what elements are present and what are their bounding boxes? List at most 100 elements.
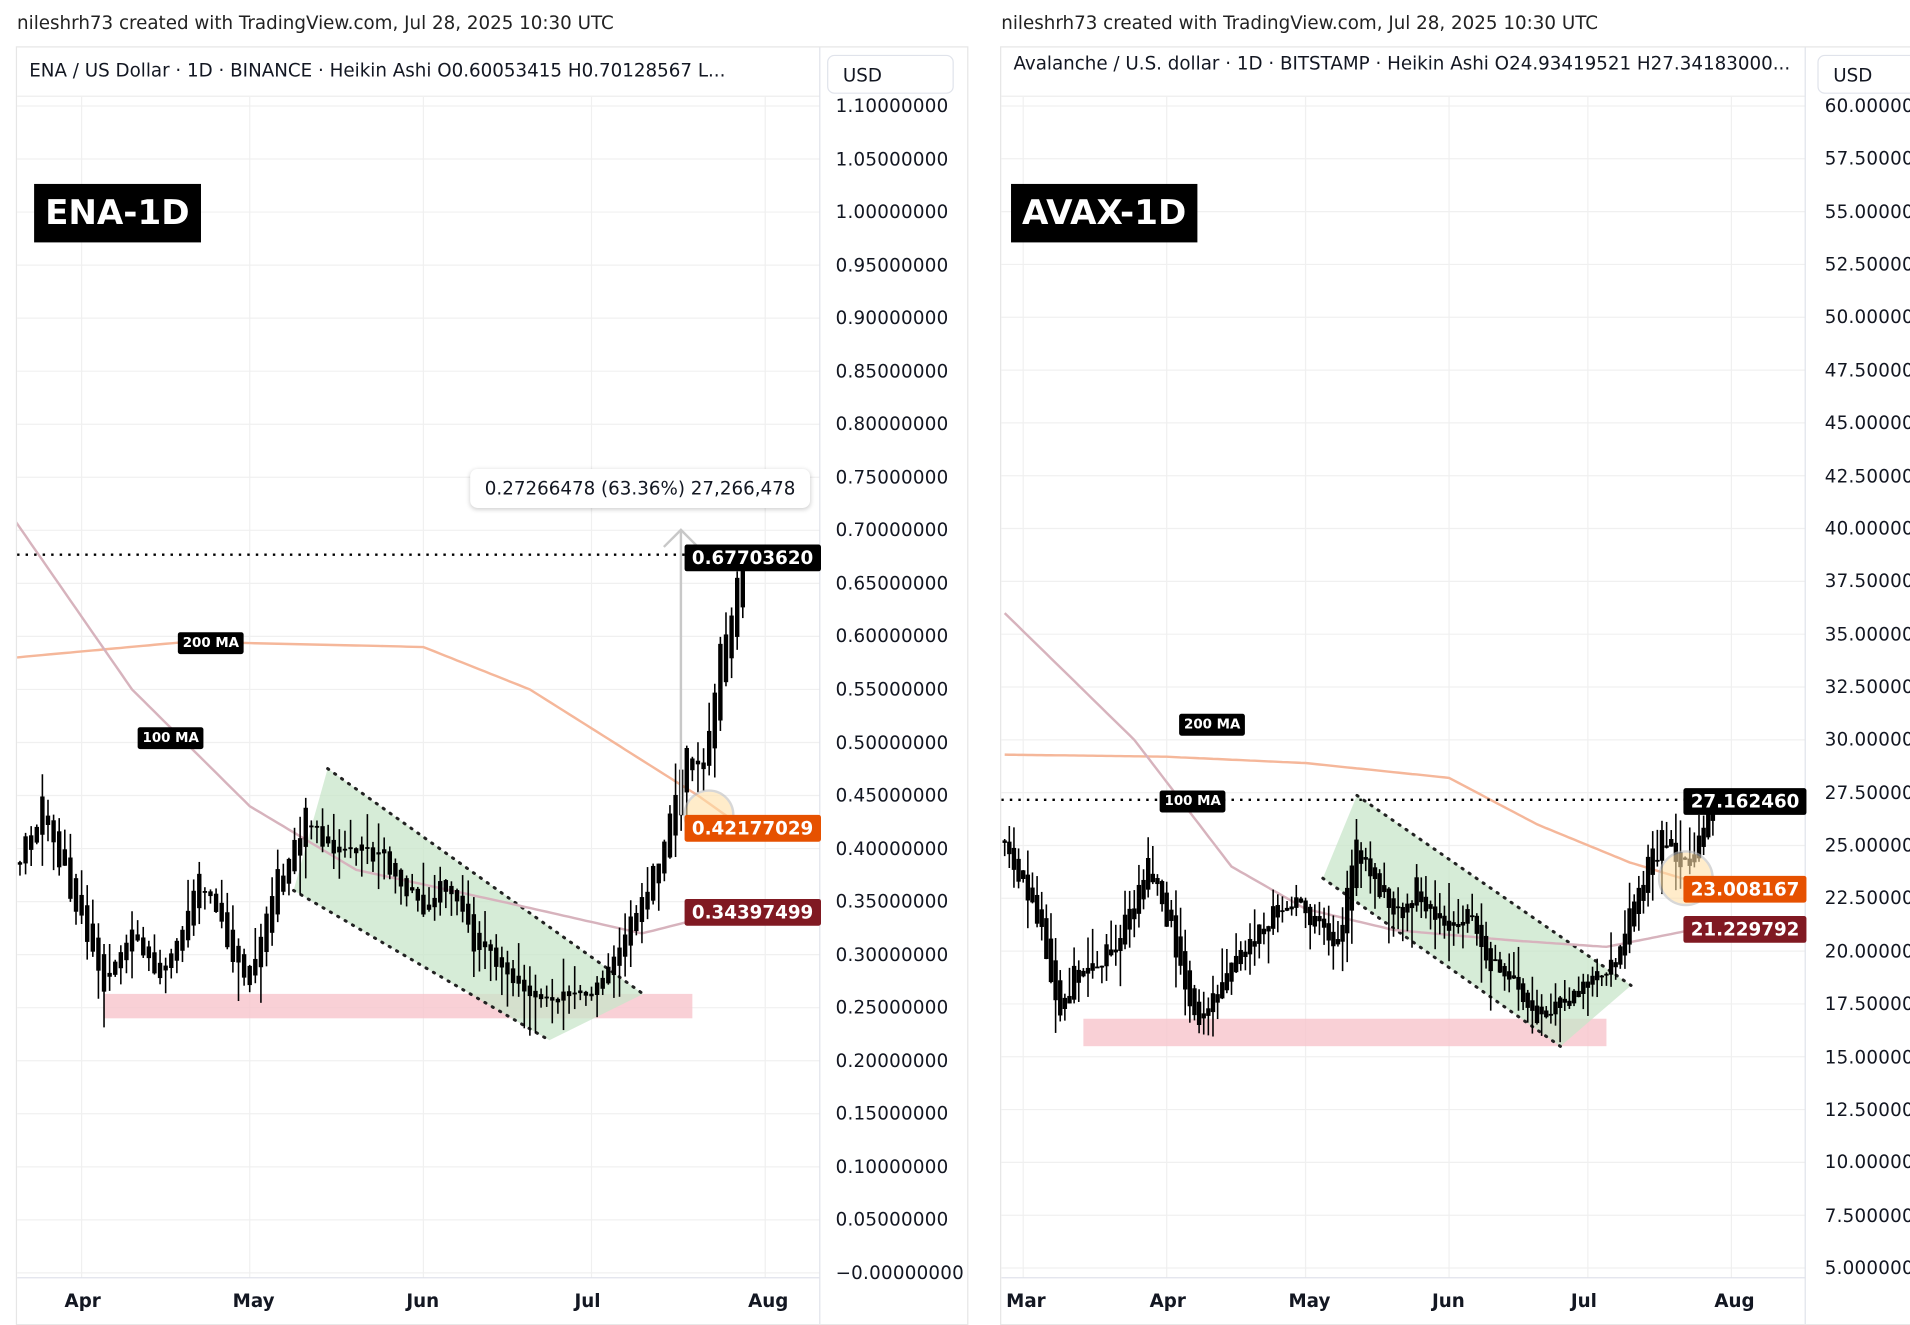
candle-body: [1150, 873, 1156, 883]
candle-body: [1419, 891, 1424, 903]
candle-body: [365, 847, 370, 849]
candle-body: [1349, 865, 1355, 911]
y-tick-label: 0.85000000: [835, 360, 949, 383]
y-tick-label: 0.80000000: [835, 413, 949, 436]
candle-body: [1608, 959, 1614, 975]
candle-body: [712, 692, 717, 749]
candle-body: [152, 952, 157, 974]
ena-symbol-header[interactable]: ENA / US Dollar · 1D · BINANCE · Heikin …: [29, 59, 726, 82]
y-tick-label: −0.00000000: [835, 1261, 965, 1284]
candle-body: [281, 875, 286, 892]
y-tick-label: 27.500000: [1824, 781, 1910, 804]
candle-body: [370, 847, 376, 862]
channel-upper-line: [326, 767, 645, 996]
candle-body: [1206, 1008, 1211, 1016]
candle-body: [1460, 921, 1466, 926]
y-tick-label: 10.000000: [1824, 1151, 1910, 1174]
x-tick-label: Jun: [1431, 1289, 1465, 1312]
candle-body: [297, 838, 303, 856]
y-tick-label: 20.000000: [1824, 940, 1910, 963]
y-tick-label: 0.95000000: [835, 254, 949, 277]
candle-body: [578, 990, 583, 994]
ena-ma100-tag: 0.34397499: [684, 898, 821, 926]
candle-body: [645, 891, 650, 910]
ma100-line: [1003, 612, 1714, 949]
candle-body: [1627, 908, 1632, 945]
ma200-line: [17, 640, 744, 829]
candle-body: [1071, 965, 1077, 1000]
y-tick-label: 0.50000000: [835, 731, 949, 754]
candle-body: [202, 891, 208, 893]
candle-body: [359, 844, 364, 851]
candle-body: [723, 634, 729, 683]
ena-last-price-tag: 0.67703620: [684, 544, 821, 572]
candle-body: [1053, 960, 1058, 1001]
candle-body: [656, 863, 661, 884]
candle-body: [1118, 938, 1123, 951]
candle-body: [1465, 909, 1470, 924]
y-tick-label: 30.000000: [1824, 728, 1910, 751]
ena-currency-button[interactable]: USD: [827, 54, 954, 94]
candle-body: [544, 996, 549, 999]
candle-body: [1534, 1005, 1540, 1024]
candle-body: [662, 841, 667, 874]
candle-body: [141, 937, 146, 956]
candle-body: [1252, 941, 1257, 947]
candle-body: [51, 820, 56, 843]
candle-body: [589, 993, 594, 997]
candle-body: [617, 947, 622, 966]
candle-body: [96, 937, 101, 971]
candle-body: [1099, 965, 1105, 968]
candle-body: [1317, 916, 1322, 922]
candle-body: [454, 890, 460, 902]
candle-body: [1224, 973, 1230, 991]
y-tick-label: 0.75000000: [835, 466, 949, 489]
candle-body: [1178, 936, 1183, 966]
candle-body: [1451, 922, 1456, 926]
candle-body: [135, 934, 140, 941]
candle-body: [1155, 878, 1160, 885]
candle-body: [1196, 1001, 1202, 1026]
candle-body: [1502, 966, 1507, 977]
candle-body: [1562, 998, 1567, 1003]
avax-chart-panel[interactable]: Avalanche / U.S. dollar · 1D · BITSTAMP …: [1000, 46, 1910, 1325]
y-tick-label: 12.500000: [1824, 1098, 1910, 1121]
ena-chart-canvas[interactable]: [17, 47, 967, 1325]
candle-body: [73, 878, 79, 912]
candle-body: [1067, 995, 1072, 1004]
candle-body: [1081, 970, 1086, 977]
candle-body: [191, 890, 196, 926]
y-tick-label: 47.500000: [1824, 359, 1910, 382]
candle-body: [735, 577, 740, 637]
candle-body: [667, 813, 673, 858]
y-tick-label: 35.000000: [1824, 623, 1910, 646]
avax-currency-button[interactable]: USD: [1817, 54, 1910, 94]
x-tick-label: Aug: [748, 1289, 789, 1312]
candle-body: [1428, 904, 1433, 909]
candle-body: [550, 997, 555, 1001]
ena-chart-panel[interactable]: ENA / US Dollar · 1D · BINANCE · Heikin …: [15, 46, 969, 1325]
avax-chart-canvas[interactable]: [1001, 47, 1910, 1325]
candle-body: [488, 944, 493, 951]
y-tick-label: 1.05000000: [835, 148, 949, 170]
candle-body: [208, 891, 213, 897]
candle-body: [1377, 873, 1382, 897]
candle-body: [1095, 966, 1100, 969]
candle-body: [650, 865, 656, 901]
candle-body: [331, 839, 336, 854]
candle-body: [1585, 981, 1591, 988]
y-tick-label: 25.000000: [1824, 834, 1910, 857]
avax-symbol-header[interactable]: Avalanche / U.S. dollar · 1D · BITSTAMP …: [1013, 52, 1791, 75]
y-tick-label: 0.40000000: [835, 837, 949, 860]
candle-body: [1664, 845, 1669, 848]
candle-body: [1233, 955, 1239, 973]
candle-body: [1701, 827, 1706, 847]
candle-body: [1104, 944, 1109, 967]
candle-body: [1164, 892, 1169, 927]
candle-body: [477, 932, 482, 950]
y-tick-label: 0.70000000: [835, 519, 949, 542]
candle-body: [1650, 848, 1655, 875]
candle-body: [197, 873, 202, 909]
candle-body: [1599, 975, 1604, 978]
candle-body: [1127, 908, 1132, 930]
